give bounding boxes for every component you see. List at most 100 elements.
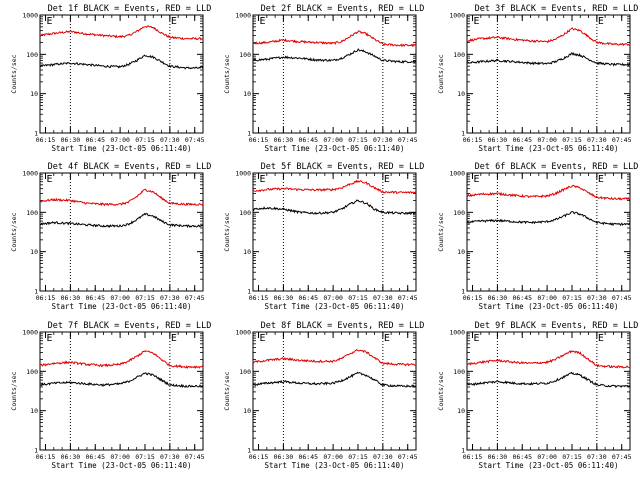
y-tick-label: 1000 [22,170,38,178]
y-tick-label: 10 [243,248,251,256]
x-tick-label: 07:30 [373,136,393,144]
x-axis-label: Start Time (23-Oct-05 06:11:40) [52,461,192,470]
plot-panel: Det 6f BLACK = Events, RED = LLD 1 10 100 10… [437,162,638,311]
y-tick-label: 1000 [22,12,38,20]
y-tick-label: 1 [461,130,465,138]
y-tick-label: 100 [239,51,251,59]
x-tick-label: 07:30 [587,453,607,461]
lld-series-line [466,184,631,201]
plot-title: Det 1f BLACK = Events, RED = LLD [48,4,212,14]
flag-label: E [598,174,604,185]
flag-label: E [47,333,53,344]
flag-label: E [598,16,604,27]
y-tick-label: 100 [453,209,465,217]
x-tick-label: 06:45 [85,294,105,302]
x-tick-label: 07:30 [373,294,393,302]
x-tick-label: 06:15 [36,453,56,461]
x-tick-label: 07:30 [587,294,607,302]
x-tick-label: 06:45 [85,136,105,144]
events-series-line [466,52,631,67]
flag-label: E [474,174,480,185]
x-tick-label: 07:30 [160,136,180,144]
x-tick-label: 06:30 [61,294,81,302]
y-tick-label: 100 [239,368,251,376]
plot-title: Det 9f BLACK = Events, RED = LLD [475,321,639,331]
x-axis-label: Start Time (23-Oct-05 06:11:40) [479,302,619,311]
x-tick-label: 06:45 [298,294,318,302]
events-series-line [252,199,417,216]
plot-panel: Det 5f BLACK = Events, RED = LLD 1 10 100 10… [223,162,424,311]
x-tick-label: 07:45 [398,136,418,144]
plot-panel: Det 9f BLACK = Events, RED = LLD 1 10 100 10… [437,321,638,470]
y-tick-label: 1 [247,288,251,296]
x-tick-label: 07:30 [160,294,180,302]
plot-frame [466,14,631,134]
x-tick-label: 07:00 [110,453,130,461]
x-tick-label: 06:45 [512,136,532,144]
y-axis-label: Counts/sec [437,212,445,251]
x-tick-label: 07:45 [185,453,205,461]
x-tick-label: 07:15 [562,136,582,144]
x-tick-label: 07:00 [537,453,557,461]
lld-series-line [39,25,204,41]
x-tick-label: 07:30 [373,453,393,461]
plot-title: Det 6f BLACK = Events, RED = LLD [475,162,639,172]
lld-series-line [252,348,417,367]
events-series-line [466,210,631,227]
y-tick-label: 100 [453,368,465,376]
events-series-line [252,371,417,389]
y-tick-label: 10 [457,248,465,256]
x-tick-label: 07:00 [110,136,130,144]
flag-label: E [47,16,53,27]
y-tick-label: 1000 [449,329,465,337]
x-tick-label: 07:30 [160,453,180,461]
y-axis-label: Counts/sec [437,54,445,93]
x-tick-label: 06:30 [274,453,294,461]
x-tick-label: 07:45 [398,453,418,461]
x-tick-label: 06:45 [512,294,532,302]
plot-panel: Det 7f BLACK = Events, RED = LLD 1 10 100 10… [10,321,211,470]
y-tick-label: 10 [30,248,38,256]
x-tick-label: 07:45 [185,294,205,302]
plot-panel: Det 8f BLACK = Events, RED = LLD 1 10 100 10… [223,321,424,470]
y-tick-label: 1 [247,447,251,455]
y-tick-label: 1000 [235,170,251,178]
x-tick-label: 06:30 [274,136,294,144]
plot-frame [39,172,204,292]
y-axis-label: Counts/sec [10,54,18,93]
y-tick-label: 1 [34,288,38,296]
x-tick-label: 06:15 [36,136,56,144]
x-tick-label: 06:15 [463,453,483,461]
events-series-line [466,371,631,389]
y-tick-label: 10 [243,407,251,415]
flag-label: E [474,333,480,344]
x-tick-label: 06:15 [249,294,269,302]
x-tick-label: 06:15 [36,294,56,302]
x-tick-label: 07:00 [110,294,130,302]
flag-label: E [474,16,480,27]
lld-series-line [39,188,204,207]
x-axis-label: Start Time (23-Oct-05 06:11:40) [265,302,405,311]
events-series-line [39,212,204,229]
x-tick-label: 07:30 [587,136,607,144]
x-tick-label: 07:45 [612,294,632,302]
y-tick-label: 10 [30,90,38,98]
flag-label: E [384,333,390,344]
x-tick-label: 06:45 [298,136,318,144]
lld-series-line [466,27,631,47]
plot-title: Det 5f BLACK = Events, RED = LLD [261,162,425,172]
y-tick-label: 100 [26,209,38,217]
y-tick-label: 1000 [235,329,251,337]
y-tick-label: 1000 [22,329,38,337]
x-tick-label: 06:30 [488,294,508,302]
x-tick-label: 07:00 [537,294,557,302]
y-axis-label: Counts/sec [437,371,445,410]
y-axis-label: Counts/sec [223,212,231,251]
plot-panel: Det 2f BLACK = Events, RED = LLD 1 10 100 10… [223,4,424,153]
x-tick-label: 06:45 [298,453,318,461]
x-tick-label: 07:00 [323,136,343,144]
x-tick-label: 07:15 [348,136,368,144]
y-axis-label: Counts/sec [223,54,231,93]
y-tick-label: 1000 [449,12,465,20]
lld-series-line [253,179,417,195]
